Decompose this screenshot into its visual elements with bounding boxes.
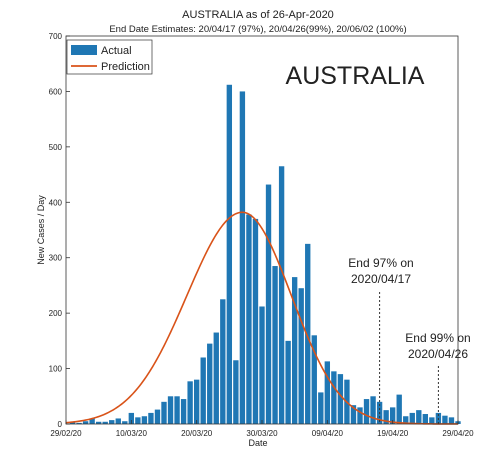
country-watermark: AUSTRALIA [286, 62, 425, 90]
legend-prediction-label: Prediction [101, 61, 150, 73]
bar-0 [69, 421, 76, 424]
bar-34 [291, 277, 298, 424]
bar-48 [383, 410, 389, 424]
bar-14 [161, 401, 167, 424]
bar-4 [95, 421, 102, 424]
y-tick-label-7: 700 [49, 32, 63, 41]
bar-33 [285, 340, 291, 424]
bar-19 [193, 379, 200, 424]
bar-26 [239, 91, 246, 425]
bar-45 [363, 399, 370, 424]
bar-39 [324, 361, 331, 424]
bar-46 [370, 396, 376, 424]
x-tick-label-1: 10/03/20 [116, 429, 148, 438]
x-tick-label-0: 29/02/20 [50, 429, 82, 438]
x-tick-label-3: 30/03/20 [246, 429, 278, 438]
y-axis-label: New Cases / Day [36, 195, 46, 265]
bar-37 [311, 335, 317, 424]
x-axis: 29/02/20 10/03/20 20/03/20 30/03/20 09/04/20… [50, 420, 474, 438]
x-axis-label: Date [248, 438, 267, 448]
bar-58 [448, 417, 455, 424]
bar-43 [350, 405, 357, 424]
bar-50 [396, 394, 402, 424]
y-tick-label-6: 600 [49, 87, 63, 96]
chart-title: AUSTRALIA as of 26-Apr-2020 [182, 9, 334, 21]
annotation-99-line1: End 99% on [405, 331, 470, 345]
bar-6 [109, 420, 115, 424]
bar-29 [259, 306, 265, 424]
bar-3 [89, 418, 95, 424]
bar-5 [102, 421, 108, 424]
bar-13 [154, 409, 161, 424]
bar-44 [357, 407, 363, 424]
x-tick-label-4: 09/04/20 [312, 429, 344, 438]
bar-11 [141, 416, 148, 424]
bar-51 [403, 416, 409, 424]
bar-57 [442, 415, 448, 424]
bar-55 [429, 417, 435, 424]
annotation-97: End 97% on 2020/04/17 [348, 256, 414, 424]
bar-49 [389, 407, 396, 424]
bar-10 [135, 417, 141, 424]
y-tick-label-5: 500 [49, 143, 63, 152]
legend-actual-label: Actual [101, 45, 132, 57]
bar-30 [265, 184, 272, 424]
bar-9 [128, 412, 135, 424]
bar-8 [122, 421, 128, 424]
legend: Actual Prediction [66, 39, 153, 75]
bar-41 [337, 374, 344, 424]
bar-52 [409, 412, 415, 424]
bar-22 [213, 332, 219, 424]
bar-18 [187, 381, 193, 424]
bars-layer [69, 84, 461, 425]
x-tick-label-2: 20/03/20 [181, 429, 213, 438]
bar-20 [200, 357, 206, 424]
y-tick-label-2: 200 [49, 309, 63, 318]
bar-27 [246, 214, 252, 424]
annotation-97-line2: 2020/04/17 [351, 272, 411, 286]
bar-40 [331, 371, 337, 424]
bar-17 [180, 399, 187, 424]
y-tick-label-3: 300 [49, 254, 63, 263]
annotation-97-line1: End 97% on [348, 256, 413, 270]
bar-53 [416, 410, 422, 424]
annotation-99-line2: 2020/04/26 [408, 347, 468, 361]
bar-2 [82, 421, 89, 424]
legend-actual-swatch [71, 45, 97, 55]
bar-38 [318, 392, 324, 424]
x-tick-label-5: 19/04/20 [377, 429, 409, 438]
bar-31 [272, 266, 278, 424]
bar-24 [226, 84, 233, 424]
bar-54 [422, 414, 429, 424]
x-tick-label-6: 29/04/20 [442, 429, 474, 438]
bar-21 [207, 343, 213, 424]
bar-12 [148, 412, 154, 424]
y-axis: 0 100 200 300 400 500 600 700 [49, 32, 70, 429]
bar-32 [278, 166, 285, 424]
bar-36 [305, 243, 311, 424]
bar-16 [174, 396, 180, 424]
bar-15 [167, 396, 174, 424]
bar-7 [115, 418, 121, 424]
bar-35 [298, 288, 304, 424]
bar-1 [76, 422, 82, 424]
y-tick-label-4: 400 [49, 198, 63, 207]
bar-25 [233, 360, 239, 424]
chart-subtitle: End Date Estimates: 20/04/17 (97%), 20/0… [109, 24, 406, 35]
y-tick-label-1: 100 [49, 365, 63, 374]
bar-28 [252, 218, 259, 424]
bar-23 [220, 299, 226, 424]
annotation-99: End 99% on 2020/04/26 [405, 331, 471, 424]
y-tick-label-0: 0 [58, 420, 63, 429]
